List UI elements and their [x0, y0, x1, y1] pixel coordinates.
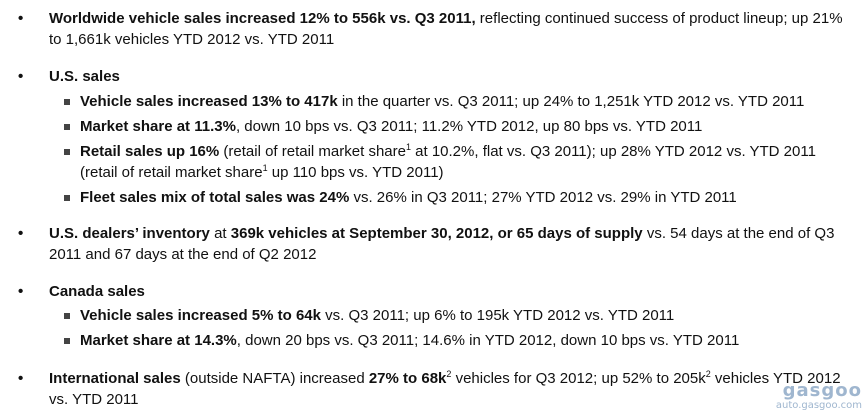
bold-phrase: International sales [49, 370, 181, 387]
bullet-glyph: • [18, 225, 24, 242]
plain-text: vs. 54 days at the end of Q3 2011 and 67… [49, 225, 835, 263]
section-heading: U.S. sales [49, 66, 858, 87]
sub-bullet-text: Market share at 11.3%, down 10 bps vs. Q… [80, 116, 854, 137]
bold-phrase: 369k vehicles at September 30, 2012, or … [230, 225, 643, 242]
plain-text: (outside NAFTA) increased [180, 370, 369, 387]
bullet-text: U.S. dealers’ inventory at 369k vehicles… [49, 223, 858, 265]
sub-bullet-text: Vehicle sales increased 13% to 417k in t… [80, 91, 854, 112]
bullet-worldwide-sales: • Worldwide vehicle sales increased 12% … [18, 8, 858, 50]
plain-text: up 110 bps vs. YTD 2011) [267, 164, 444, 181]
square-bullet-icon [64, 313, 70, 319]
footnote-marker: 2 [446, 369, 452, 379]
bold-phrase: U.S. dealers’ inventory [49, 225, 210, 242]
heading-text: Canada sales [49, 283, 145, 300]
bullet-text: Worldwide vehicle sales increased 12% to… [49, 8, 858, 50]
sub-bullet-text: Fleet sales mix of total sales was 24% v… [80, 187, 854, 208]
sub-bullet-us-market-share: Market share at 11.3%, down 10 bps vs. Q… [64, 116, 854, 137]
watermark-url: auto.gasgoo.com [775, 400, 862, 411]
footnote-marker: 1 [405, 142, 411, 152]
plain-text: in the quarter vs. Q3 2011; up 24% to 1,… [337, 93, 805, 110]
bullet-glyph: • [18, 370, 24, 387]
plain-text: at 10.2%, flat vs. Q3 2011); up 28% YTD … [80, 143, 816, 181]
square-bullet-icon [64, 149, 70, 155]
square-bullet-icon [64, 195, 70, 201]
footnote-marker: 1 [262, 163, 268, 173]
bullet-glyph: • [18, 68, 24, 85]
plain-text: at [209, 225, 231, 242]
plain-text: (retail of retail market share [219, 143, 406, 160]
sub-bullet-us-vehicle-sales: Vehicle sales increased 13% to 417k in t… [64, 91, 854, 112]
bold-phrase: Vehicle sales increased 5% to 64k [80, 307, 321, 324]
plain-text: vs. Q3 2011; up 6% to 195k YTD 2012 vs. … [320, 307, 675, 324]
watermark: gasgoo auto.gasgoo.com [775, 380, 862, 412]
bullet-glyph: • [18, 10, 24, 27]
plain-text: vs. 26% in Q3 2011; 27% YTD 2012 vs. 29%… [349, 189, 737, 206]
bold-phrase: Vehicle sales increased 13% to 417k [80, 93, 338, 110]
sub-bullet-text: Retail sales up 16% (retail of retail ma… [80, 141, 854, 183]
sub-bullet-canada-market-share: Market share at 14.3%, down 20 bps vs. Q… [64, 330, 854, 351]
plain-text: , down 20 bps vs. Q3 2011; 14.6% in YTD … [236, 332, 740, 349]
bold-phrase: Worldwide vehicle sales increased 12% to… [49, 10, 476, 27]
bullet-canada-sales: • Canada sales [18, 281, 858, 302]
square-bullet-icon [64, 338, 70, 344]
section-heading: Canada sales [49, 281, 858, 302]
bold-phrase: Market share at 11.3% [80, 118, 236, 135]
watermark-logo: gasgoo [782, 380, 862, 401]
sub-bullet-us-retail-sales: Retail sales up 16% (retail of retail ma… [64, 141, 854, 183]
plain-text: vehicles for Q3 2012; up 52% to 205k [451, 370, 706, 387]
sub-bullet-text: Vehicle sales increased 5% to 64k vs. Q3… [80, 305, 854, 326]
bullet-us-dealers-inventory: • U.S. dealers’ inventory at 369k vehicl… [18, 223, 858, 265]
heading-text: U.S. sales [49, 68, 120, 85]
sub-bullet-text: Market share at 14.3%, down 20 bps vs. Q… [80, 330, 854, 351]
plain-text: vehicles YTD 2012 vs. YTD 2011 [49, 370, 841, 408]
bullet-glyph: • [18, 283, 24, 300]
bold-phrase: Market share at 14.3% [80, 332, 237, 349]
bold-phrase: Retail sales up 16% [80, 143, 220, 160]
plain-text: , down 10 bps vs. Q3 2011; 11.2% YTD 201… [235, 118, 703, 135]
bullet-international-sales: • International sales (outside NAFTA) in… [18, 368, 858, 410]
sub-bullet-canada-vehicle-sales: Vehicle sales increased 5% to 64k vs. Q3… [64, 305, 854, 326]
footnote-marker: 2 [705, 369, 711, 379]
bullet-us-sales: • U.S. sales [18, 66, 858, 87]
square-bullet-icon [64, 124, 70, 130]
bold-phrase: 27% to 68k [368, 370, 447, 387]
plain-text: reflecting continued success of product … [49, 10, 843, 48]
square-bullet-icon [64, 99, 70, 105]
sub-bullet-us-fleet-mix: Fleet sales mix of total sales was 24% v… [64, 187, 854, 208]
bullet-text: International sales (outside NAFTA) incr… [49, 368, 858, 410]
bold-phrase: Fleet sales mix of total sales was 24% [80, 189, 350, 206]
